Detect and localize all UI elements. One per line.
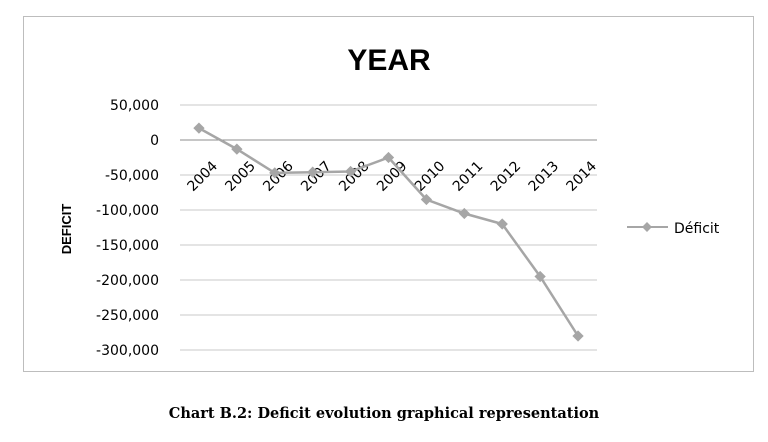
data-point xyxy=(382,151,395,164)
series-layer xyxy=(193,122,584,342)
x-tick-label: 2013 xyxy=(526,158,563,195)
legend-label: Déficit xyxy=(674,221,720,237)
legend-marker xyxy=(642,222,652,232)
gridlines xyxy=(180,104,597,351)
x-tick-label: 2007 xyxy=(298,158,335,195)
x-tick-label: 2011 xyxy=(450,158,487,195)
data-point xyxy=(231,143,243,155)
data-point xyxy=(496,218,508,230)
y-tick-label: 0 xyxy=(150,133,159,149)
y-tick-label: -250,000 xyxy=(96,308,159,324)
chart-caption: Chart B.2: Deficit evolution graphical r… xyxy=(168,405,600,422)
data-point xyxy=(572,330,584,342)
data-point xyxy=(344,165,357,178)
y-tick-label: -100,000 xyxy=(96,203,159,219)
y-tick-labels: 50,000 0 -50,000 -100,000 -150,000 -200,000 -2… xyxy=(96,98,159,359)
data-point xyxy=(420,193,433,206)
data-point xyxy=(458,207,470,220)
data-point xyxy=(534,270,546,283)
x-tick-label: 2014 xyxy=(564,158,601,195)
legend: Déficit xyxy=(627,221,720,237)
y-tick-label: 50,000 xyxy=(110,98,159,114)
x-tick-label: 2006 xyxy=(260,158,297,195)
data-point xyxy=(269,167,281,179)
y-tick-label: -200,000 xyxy=(96,273,159,289)
y-tick-label: -300,000 xyxy=(96,343,159,359)
y-axis-label: DEFICIT xyxy=(59,204,74,255)
x-tick-label: 2004 xyxy=(184,158,221,195)
chart-frame xyxy=(23,16,754,372)
x-tick-label: 2005 xyxy=(222,158,259,195)
x-tick-label: 2012 xyxy=(488,158,525,195)
y-tick-label: -50,000 xyxy=(105,168,159,184)
chart-title: YEAR xyxy=(347,44,431,77)
y-tick-label: -150,000 xyxy=(96,238,159,254)
data-point xyxy=(193,122,205,134)
data-point xyxy=(307,166,319,178)
x-tick-labels: 2004 2005 2006 2007 2008 2009 2010 2011 2012 2013… xyxy=(184,158,600,195)
x-tick-label: 2008 xyxy=(336,158,373,195)
